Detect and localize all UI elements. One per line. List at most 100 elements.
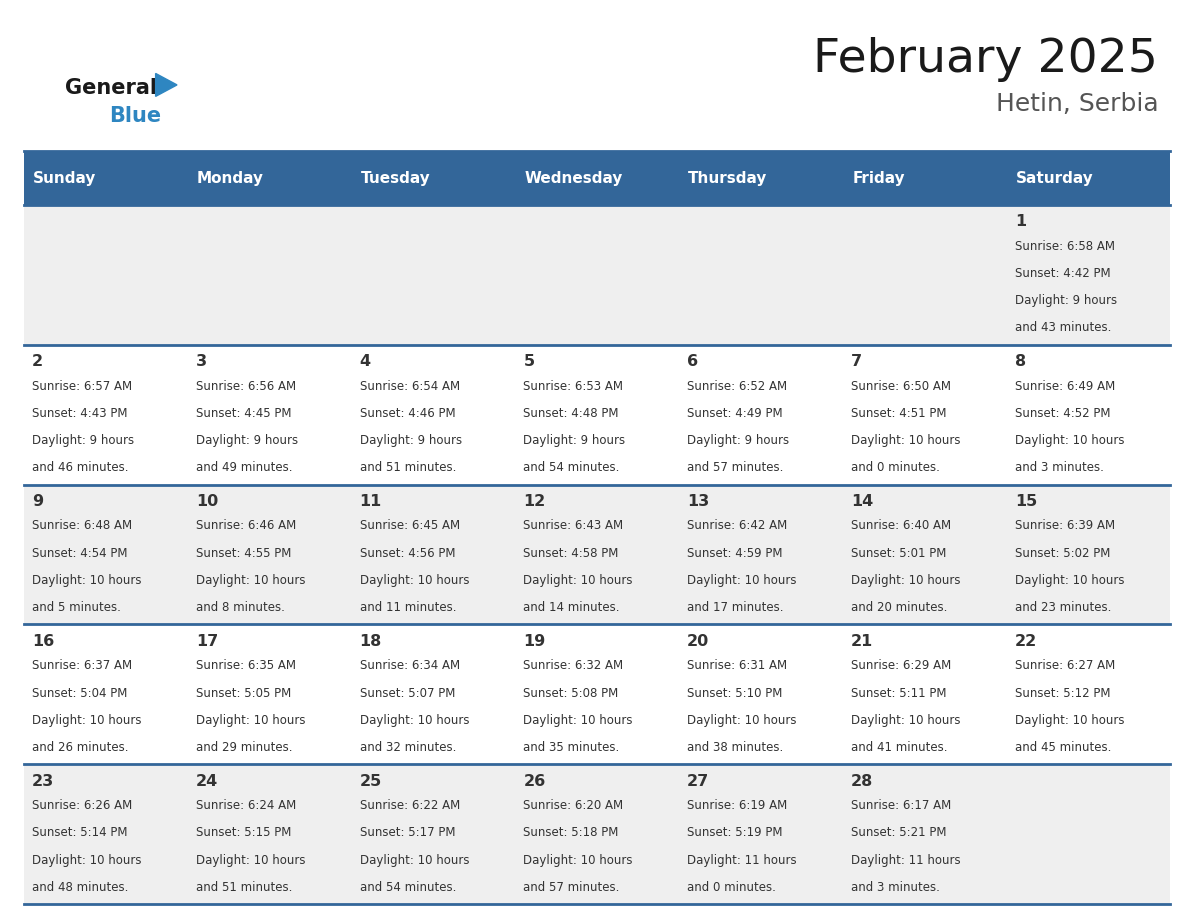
Text: and 38 minutes.: and 38 minutes. <box>687 741 783 755</box>
Text: February 2025: February 2025 <box>814 37 1158 82</box>
Text: 20: 20 <box>687 633 709 649</box>
Text: Friday: Friday <box>852 171 905 185</box>
Text: 27: 27 <box>687 774 709 789</box>
Text: and 0 minutes.: and 0 minutes. <box>851 462 940 475</box>
Text: and 43 minutes.: and 43 minutes. <box>1015 321 1111 334</box>
Text: Daylight: 10 hours: Daylight: 10 hours <box>32 854 141 867</box>
Text: Sunset: 4:46 PM: Sunset: 4:46 PM <box>360 407 455 420</box>
Text: Daylight: 10 hours: Daylight: 10 hours <box>851 574 960 587</box>
Text: Saturday: Saturday <box>1016 171 1094 185</box>
Text: 24: 24 <box>196 774 219 789</box>
Text: Daylight: 9 hours: Daylight: 9 hours <box>1015 294 1117 308</box>
Text: Daylight: 9 hours: Daylight: 9 hours <box>687 434 789 447</box>
Text: Daylight: 10 hours: Daylight: 10 hours <box>360 574 469 587</box>
Text: Daylight: 10 hours: Daylight: 10 hours <box>1015 714 1124 727</box>
Text: Sunrise: 6:53 AM: Sunrise: 6:53 AM <box>524 379 624 393</box>
Text: 13: 13 <box>687 494 709 509</box>
Text: and 54 minutes.: and 54 minutes. <box>524 462 620 475</box>
Text: 3: 3 <box>196 353 207 369</box>
Text: Wednesday: Wednesday <box>525 171 623 185</box>
Text: and 26 minutes.: and 26 minutes. <box>32 741 128 755</box>
Text: 17: 17 <box>196 633 219 649</box>
Text: and 32 minutes.: and 32 minutes. <box>360 741 456 755</box>
Text: and 35 minutes.: and 35 minutes. <box>524 741 620 755</box>
Text: Sunrise: 6:22 AM: Sunrise: 6:22 AM <box>360 800 460 812</box>
Text: Sunrise: 6:49 AM: Sunrise: 6:49 AM <box>1015 379 1116 393</box>
Text: 18: 18 <box>360 633 381 649</box>
Text: 28: 28 <box>851 774 873 789</box>
Text: and 57 minutes.: and 57 minutes. <box>524 881 620 894</box>
Text: 7: 7 <box>851 353 862 369</box>
Text: Sunrise: 6:42 AM: Sunrise: 6:42 AM <box>687 520 788 532</box>
Text: Sunrise: 6:52 AM: Sunrise: 6:52 AM <box>687 379 788 393</box>
Text: Sunset: 4:58 PM: Sunset: 4:58 PM <box>524 547 619 560</box>
Text: and 23 minutes.: and 23 minutes. <box>1015 601 1111 614</box>
Text: Sunrise: 6:46 AM: Sunrise: 6:46 AM <box>196 520 296 532</box>
Text: 23: 23 <box>32 774 55 789</box>
Text: Daylight: 9 hours: Daylight: 9 hours <box>32 434 134 447</box>
Text: Sunset: 5:15 PM: Sunset: 5:15 PM <box>196 826 291 839</box>
Text: and 51 minutes.: and 51 minutes. <box>196 881 292 894</box>
Text: 22: 22 <box>1015 633 1037 649</box>
Text: Daylight: 10 hours: Daylight: 10 hours <box>687 714 797 727</box>
Text: 6: 6 <box>687 353 699 369</box>
Text: Sunset: 4:42 PM: Sunset: 4:42 PM <box>1015 267 1111 280</box>
Text: and 48 minutes.: and 48 minutes. <box>32 881 128 894</box>
Text: 15: 15 <box>1015 494 1037 509</box>
Text: Thursday: Thursday <box>688 171 767 185</box>
Text: 21: 21 <box>851 633 873 649</box>
Text: Sunset: 4:54 PM: Sunset: 4:54 PM <box>32 547 127 560</box>
Text: Sunrise: 6:39 AM: Sunrise: 6:39 AM <box>1015 520 1114 532</box>
Text: Sunset: 4:49 PM: Sunset: 4:49 PM <box>687 407 783 420</box>
Text: 5: 5 <box>524 353 535 369</box>
Text: Sunset: 5:18 PM: Sunset: 5:18 PM <box>524 826 619 839</box>
Text: Sunrise: 6:50 AM: Sunrise: 6:50 AM <box>851 379 950 393</box>
Text: and 29 minutes.: and 29 minutes. <box>196 741 292 755</box>
Text: Sunset: 5:21 PM: Sunset: 5:21 PM <box>851 826 947 839</box>
Text: Sunset: 5:05 PM: Sunset: 5:05 PM <box>196 687 291 700</box>
Text: and 14 minutes.: and 14 minutes. <box>524 601 620 614</box>
Text: Sunset: 4:52 PM: Sunset: 4:52 PM <box>1015 407 1111 420</box>
Text: Daylight: 10 hours: Daylight: 10 hours <box>196 714 305 727</box>
Text: Sunset: 5:02 PM: Sunset: 5:02 PM <box>1015 547 1110 560</box>
Text: Sunrise: 6:24 AM: Sunrise: 6:24 AM <box>196 800 296 812</box>
Text: 9: 9 <box>32 494 43 509</box>
Text: Sunrise: 6:34 AM: Sunrise: 6:34 AM <box>360 659 460 672</box>
Text: Sunset: 4:59 PM: Sunset: 4:59 PM <box>687 547 783 560</box>
Text: Sunset: 4:51 PM: Sunset: 4:51 PM <box>851 407 947 420</box>
Text: and 46 minutes.: and 46 minutes. <box>32 462 128 475</box>
Text: and 8 minutes.: and 8 minutes. <box>196 601 285 614</box>
Text: Sunday: Sunday <box>33 171 96 185</box>
Text: Sunset: 5:10 PM: Sunset: 5:10 PM <box>687 687 783 700</box>
Text: and 41 minutes.: and 41 minutes. <box>851 741 948 755</box>
Text: Daylight: 10 hours: Daylight: 10 hours <box>1015 574 1124 587</box>
Text: Daylight: 9 hours: Daylight: 9 hours <box>196 434 298 447</box>
Text: Daylight: 10 hours: Daylight: 10 hours <box>360 854 469 867</box>
Text: 26: 26 <box>524 774 545 789</box>
Text: Sunrise: 6:19 AM: Sunrise: 6:19 AM <box>687 800 788 812</box>
Text: Sunrise: 6:20 AM: Sunrise: 6:20 AM <box>524 800 624 812</box>
Text: 16: 16 <box>32 633 55 649</box>
Text: Sunrise: 6:32 AM: Sunrise: 6:32 AM <box>524 659 624 672</box>
Text: and 51 minutes.: and 51 minutes. <box>360 462 456 475</box>
Text: and 20 minutes.: and 20 minutes. <box>851 601 947 614</box>
Text: Sunrise: 6:45 AM: Sunrise: 6:45 AM <box>360 520 460 532</box>
Text: and 3 minutes.: and 3 minutes. <box>851 881 940 894</box>
Text: Sunrise: 6:43 AM: Sunrise: 6:43 AM <box>524 520 624 532</box>
Text: and 3 minutes.: and 3 minutes. <box>1015 462 1104 475</box>
Text: Sunrise: 6:35 AM: Sunrise: 6:35 AM <box>196 659 296 672</box>
Text: Daylight: 10 hours: Daylight: 10 hours <box>524 854 633 867</box>
Text: Sunrise: 6:17 AM: Sunrise: 6:17 AM <box>851 800 952 812</box>
Text: and 54 minutes.: and 54 minutes. <box>360 881 456 894</box>
Text: Sunset: 5:12 PM: Sunset: 5:12 PM <box>1015 687 1111 700</box>
Text: Sunrise: 6:54 AM: Sunrise: 6:54 AM <box>360 379 460 393</box>
Text: Sunset: 4:45 PM: Sunset: 4:45 PM <box>196 407 291 420</box>
Text: Sunset: 5:11 PM: Sunset: 5:11 PM <box>851 687 947 700</box>
Text: 10: 10 <box>196 494 219 509</box>
Text: and 5 minutes.: and 5 minutes. <box>32 601 121 614</box>
Text: Sunset: 4:48 PM: Sunset: 4:48 PM <box>524 407 619 420</box>
Text: Daylight: 10 hours: Daylight: 10 hours <box>524 574 633 587</box>
Text: Sunrise: 6:29 AM: Sunrise: 6:29 AM <box>851 659 952 672</box>
Text: and 17 minutes.: and 17 minutes. <box>687 601 784 614</box>
Text: Daylight: 10 hours: Daylight: 10 hours <box>687 574 797 587</box>
